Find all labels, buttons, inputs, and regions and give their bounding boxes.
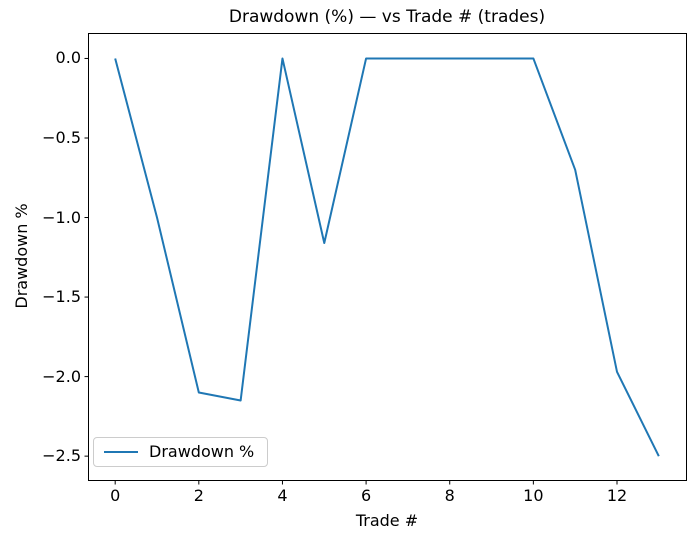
y-tick-label: −1.5 (42, 287, 81, 307)
y-axis-label: Drawdown % (12, 203, 31, 309)
x-tick-label: 2 (193, 486, 204, 505)
x-axis-label: Trade # (355, 511, 419, 530)
legend-line-sample (104, 451, 138, 453)
legend: Drawdown % (93, 437, 269, 467)
legend-label: Drawdown % (149, 442, 255, 461)
y-tick-label: −1.0 (42, 207, 81, 227)
y-tick-label: −2.5 (42, 446, 81, 466)
chart-title: Drawdown (%) — vs Trade # (trades) (228, 7, 546, 27)
y-tick-label: −0.5 (42, 127, 81, 147)
drawdown-line (114, 57, 660, 457)
axes-spines (88, 33, 687, 481)
x-tick-label: 6 (360, 486, 372, 505)
x-tick-label: 10 (523, 486, 544, 505)
y-tick-label: −2.0 (42, 366, 81, 386)
y-axis-tick-labels: 0.0 −0.5 −1.0 −1.5 −2.0 −2.5 (0, 0, 81, 546)
x-tick-label: 0 (110, 486, 121, 505)
x-tick-label: 8 (444, 486, 455, 505)
x-axis-tick-labels: 0 2 4 6 8 10 12 (0, 487, 695, 507)
x-tick-label: 4 (277, 486, 288, 505)
x-tick-label: 12 (606, 486, 628, 505)
y-tick-label: 0.0 (55, 48, 81, 68)
